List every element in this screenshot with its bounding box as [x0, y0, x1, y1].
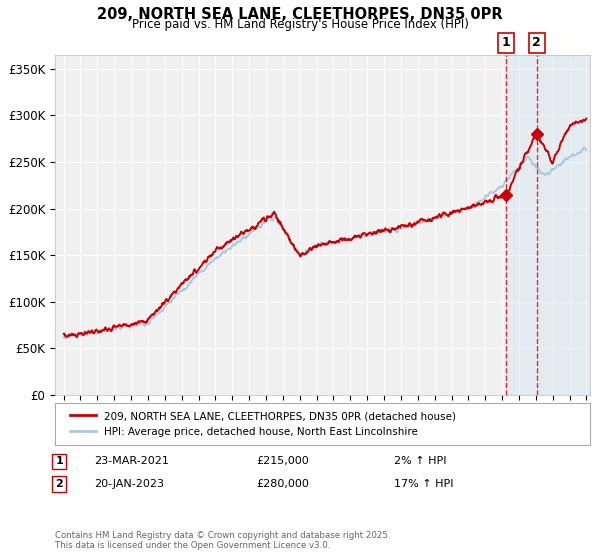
Text: 2: 2 — [55, 479, 63, 489]
Text: £280,000: £280,000 — [256, 479, 309, 489]
Text: Price paid vs. HM Land Registry's House Price Index (HPI): Price paid vs. HM Land Registry's House … — [131, 18, 469, 31]
Text: 17% ↑ HPI: 17% ↑ HPI — [394, 479, 454, 489]
Text: Contains HM Land Registry data © Crown copyright and database right 2025.
This d: Contains HM Land Registry data © Crown c… — [55, 531, 391, 550]
Legend: 209, NORTH SEA LANE, CLEETHORPES, DN35 0PR (detached house), HPI: Average price,: 209, NORTH SEA LANE, CLEETHORPES, DN35 0… — [66, 407, 460, 441]
Text: £215,000: £215,000 — [256, 456, 309, 466]
Text: 1: 1 — [55, 456, 63, 466]
Bar — [506, 55, 590, 395]
Text: 2% ↑ HPI: 2% ↑ HPI — [394, 456, 446, 466]
Text: 20-JAN-2023: 20-JAN-2023 — [94, 479, 164, 489]
Text: 1: 1 — [502, 36, 510, 49]
Text: 23-MAR-2021: 23-MAR-2021 — [94, 456, 169, 466]
Text: 2: 2 — [532, 36, 541, 49]
Text: 209, NORTH SEA LANE, CLEETHORPES, DN35 0PR: 209, NORTH SEA LANE, CLEETHORPES, DN35 0… — [97, 7, 503, 22]
